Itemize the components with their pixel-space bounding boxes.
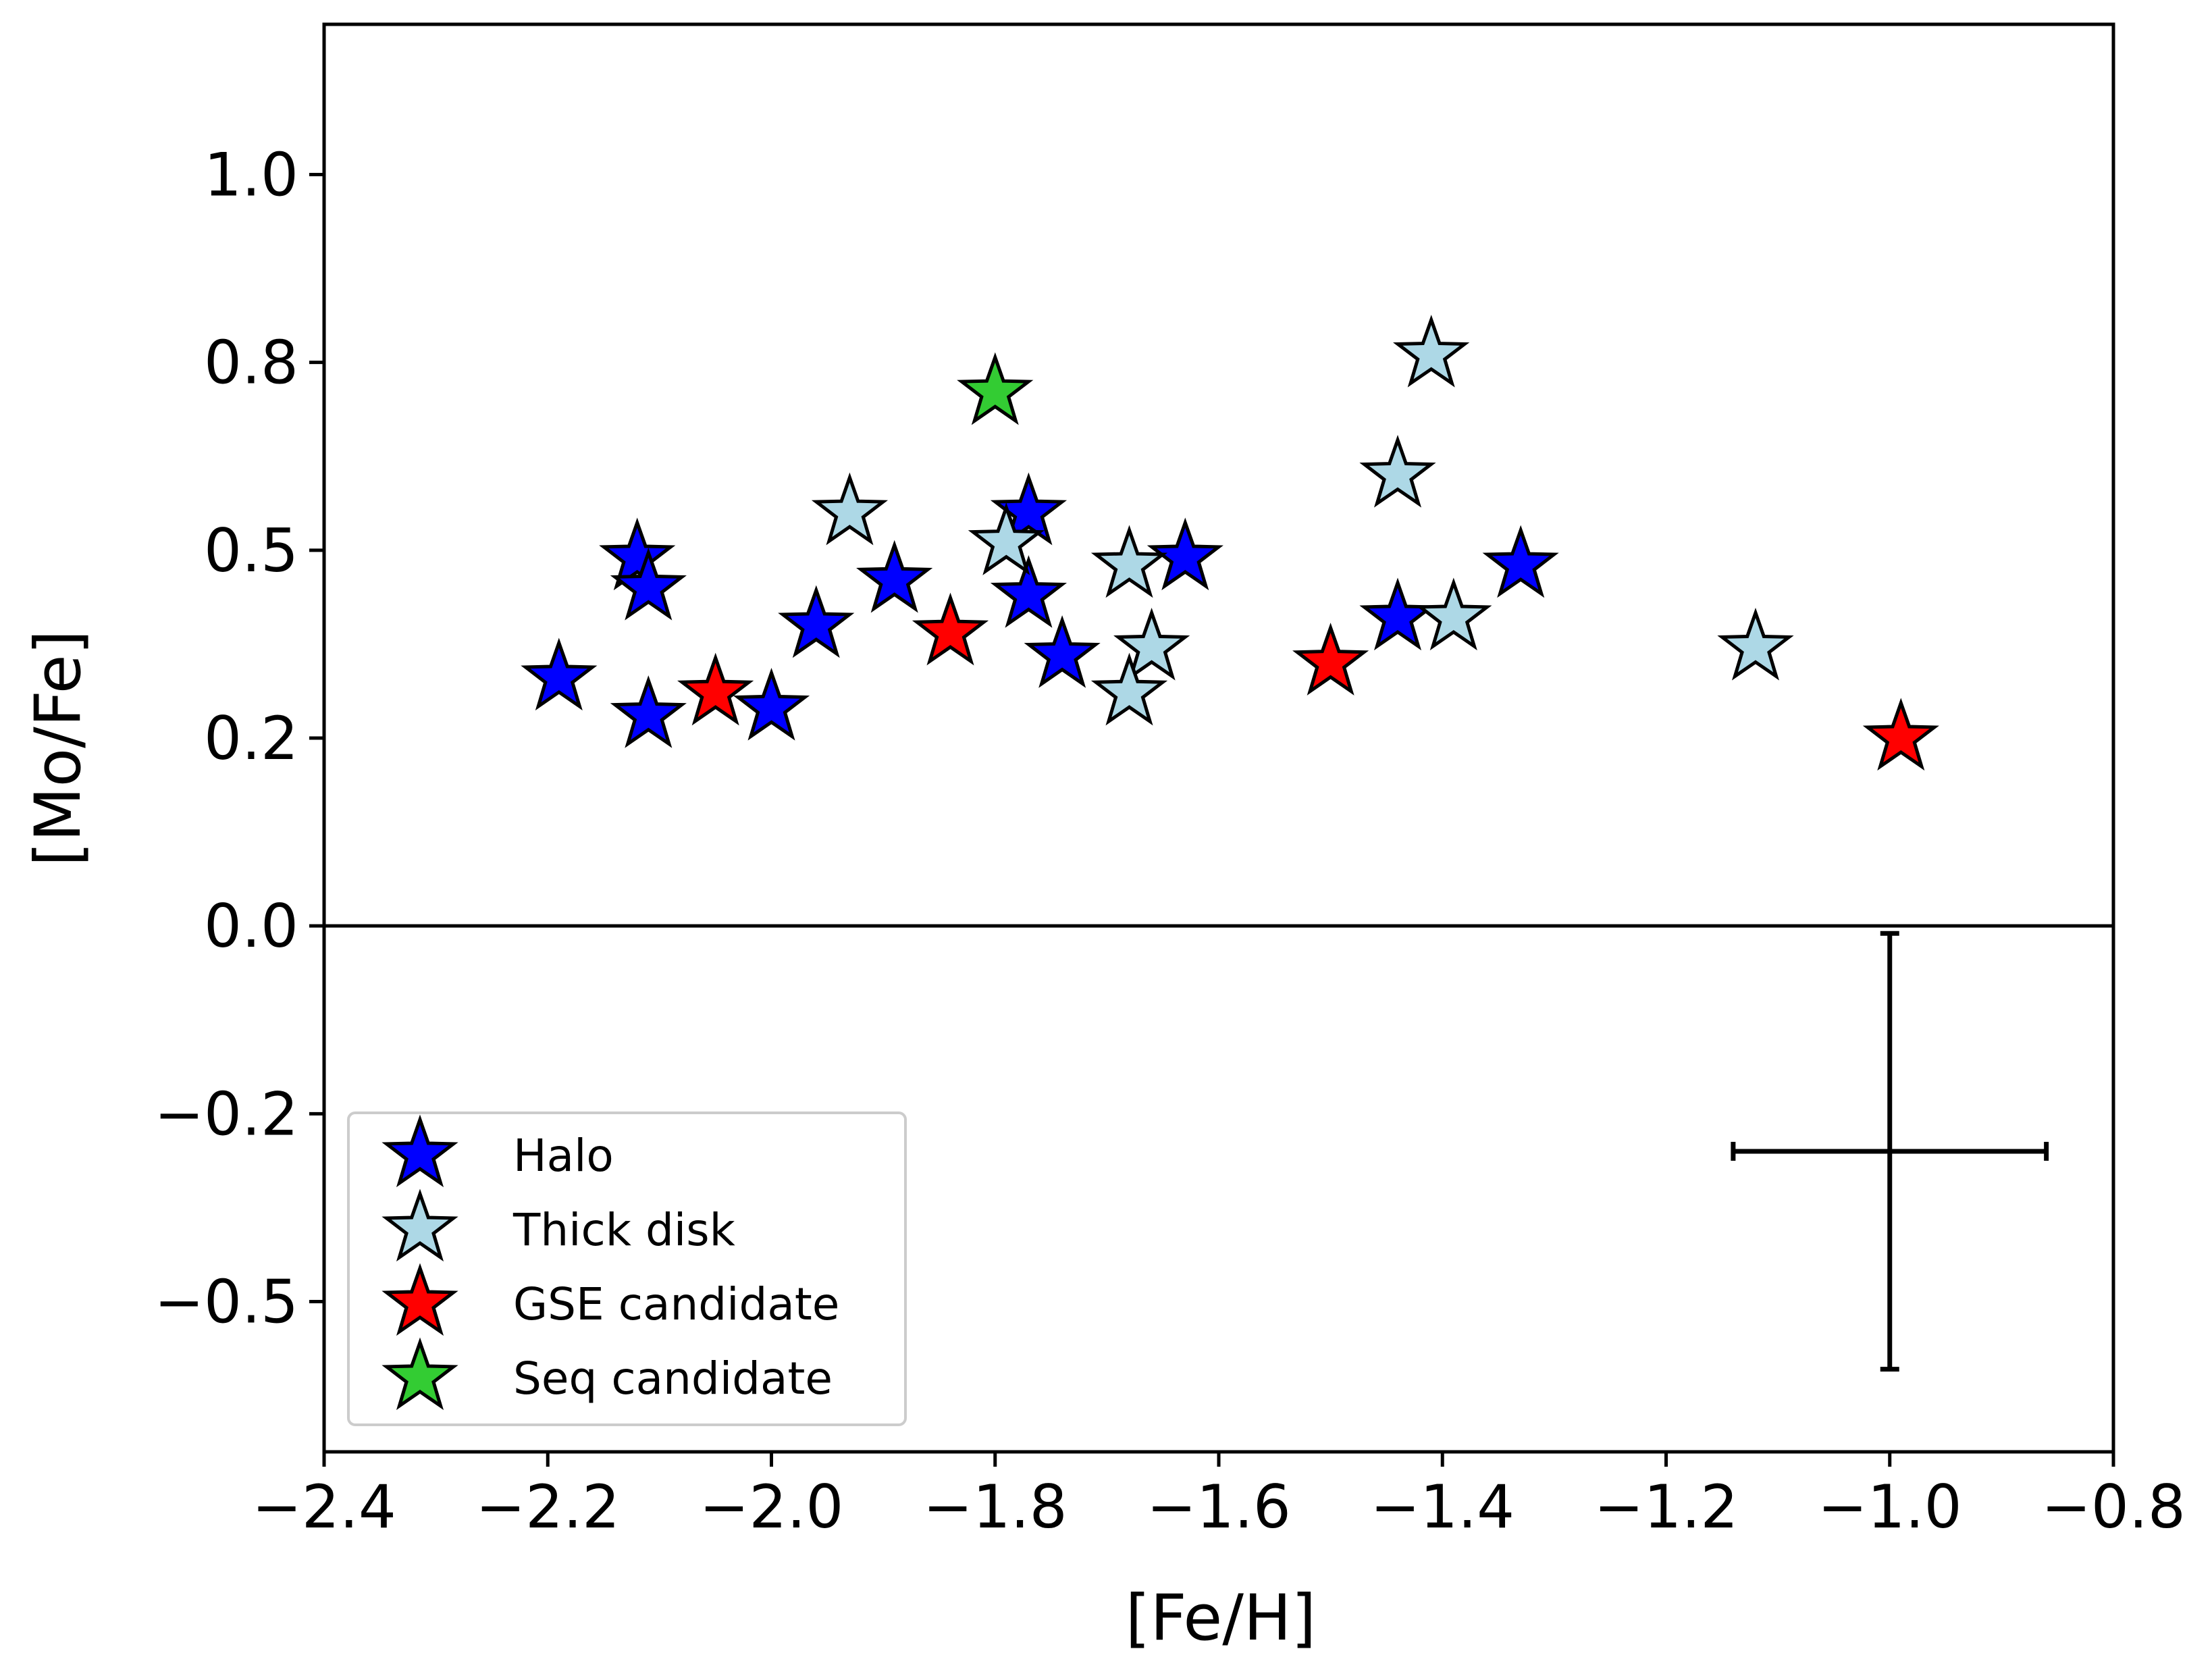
- data-point-gse-candidate: [1862, 698, 1939, 771]
- legend-marker-gse-candidate: [381, 1263, 458, 1336]
- data-point-gse-candidate: [677, 652, 754, 726]
- x-tick-label: −1.6: [1147, 1472, 1291, 1542]
- data-point-gse-candidate: [912, 592, 989, 666]
- x-tick-label: −1.0: [1818, 1472, 1962, 1542]
- legend-box: [347, 1111, 907, 1426]
- y-tick-label: 0.2: [204, 704, 298, 773]
- legend-label-thick-disk: Thick disk: [512, 1204, 736, 1256]
- legend: Halo Thick disk GSE candidate Seq candidate: [347, 1111, 907, 1426]
- data-point-thick-disk: [1415, 577, 1492, 651]
- data-point-thick-disk: [1113, 607, 1190, 681]
- data-point-halo: [599, 517, 676, 591]
- data-point-thick-disk: [1359, 435, 1436, 508]
- legend-label-halo: Halo: [513, 1130, 614, 1182]
- data-point-thick-disk: [1393, 315, 1470, 388]
- data-point-halo: [1024, 615, 1101, 688]
- x-axis-title: [Fe/H]: [1126, 1581, 1316, 1655]
- x-tick-label: −1.2: [1594, 1472, 1739, 1542]
- data-point-gse-candidate: [1292, 623, 1369, 696]
- data-point-halo: [610, 675, 687, 748]
- data-point-halo: [778, 585, 855, 658]
- data-point-thick-disk: [811, 472, 889, 546]
- error-bar: [1731, 931, 2049, 1372]
- legend-marker-thick-disk: [381, 1188, 458, 1262]
- legend-label-gse-candidate: GSE candidate: [513, 1278, 839, 1330]
- data-point-halo: [733, 667, 810, 741]
- data-point-halo: [990, 472, 1068, 546]
- y-tick-label: 1.0: [204, 140, 298, 210]
- legend-marker-halo: [381, 1114, 458, 1188]
- data-point-seq-candidate: [957, 352, 1034, 425]
- y-tick-label: 0.5: [204, 516, 298, 585]
- data-point-halo: [610, 547, 687, 621]
- data-point-halo: [1482, 525, 1559, 598]
- x-tick-label: −0.8: [2041, 1472, 2186, 1542]
- x-tick-label: −1.8: [923, 1472, 1068, 1542]
- x-tick-label: −2.0: [700, 1472, 844, 1542]
- data-point-halo: [856, 540, 933, 613]
- data-point-thick-disk: [1090, 525, 1168, 598]
- axis-ticks: −2.4 −2.2 −2.0 −1.8 −1.6 −1.4 −1.2 −1.0 −0.8 −0.5…: [154, 140, 2186, 1542]
- data-point-halo: [521, 637, 598, 711]
- y-tick-label: −0.2: [154, 1079, 298, 1149]
- legend-label-seq-candidate: Seq candidate: [513, 1353, 833, 1405]
- data-point-halo: [990, 555, 1068, 628]
- x-tick-label: −1.4: [1370, 1472, 1515, 1542]
- data-point-thick-disk: [1717, 607, 1794, 681]
- y-tick-label: 0.0: [204, 891, 298, 961]
- y-axis-title: [Mo/Fe]: [22, 630, 95, 866]
- data-point-thick-disk: [968, 502, 1045, 575]
- data-point-halo: [1147, 517, 1223, 591]
- y-tick-label: −0.5: [154, 1267, 298, 1336]
- data-point-thick-disk: [1090, 652, 1168, 726]
- x-tick-label: −2.4: [252, 1472, 396, 1542]
- x-tick-label: −2.2: [475, 1472, 620, 1542]
- legend-marker-seq-candidate: [381, 1337, 458, 1411]
- y-tick-label: 0.8: [204, 328, 298, 398]
- plot-marks: [324, 315, 2113, 1372]
